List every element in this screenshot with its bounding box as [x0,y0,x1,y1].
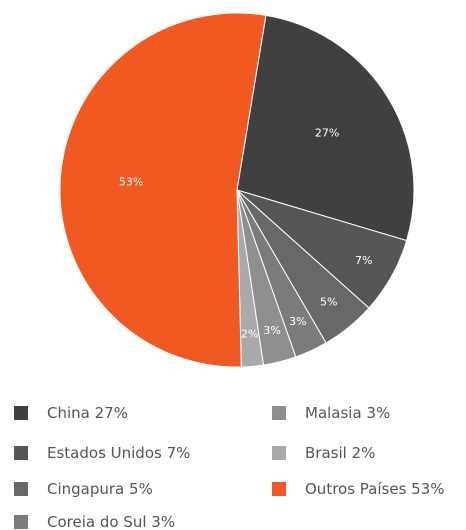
legend-swatch [14,406,28,420]
legend-swatch [14,446,28,460]
legend-value: 3% [151,513,175,530]
legend-name: Cingapura [47,480,124,498]
legend-label: Estados Unidos 7% [47,444,190,462]
data-label: 3% [263,324,280,337]
legend-name: China [47,404,90,422]
legend-label: China 27% [47,404,128,422]
legend-label: Coreia do Sul 3% [47,513,175,530]
legend-name: Outros Países [305,480,407,498]
data-label: 3% [289,315,306,328]
legend-swatch [14,515,28,529]
legend-label: Cingapura 5% [47,480,153,498]
legend-name: Brasil [305,444,347,462]
legend-swatch [272,406,286,420]
legend-label: Outros Países 53% [305,480,445,498]
legend-swatch [14,482,28,496]
legend-label: Malasia 3% [305,404,390,422]
legend-value: 2% [352,444,376,462]
legend-value: 3% [366,404,390,422]
data-label: 2% [241,328,258,341]
legend-label: Brasil 2% [305,444,375,462]
data-label: 27% [315,127,339,140]
legend-name: Coreia do Sul [47,513,147,530]
legend-name: Malasia [305,404,362,422]
legend-name: Estados Unidos [47,444,162,462]
pie-slice [59,12,267,368]
data-label: 7% [355,254,372,267]
pie-slice [236,14,415,242]
legend-value: 5% [129,480,153,498]
legend-value: 53% [411,480,444,498]
legend-swatch [272,482,286,496]
data-label: 53% [119,176,143,189]
legend-value: 7% [167,444,191,462]
legend-swatch [272,446,286,460]
legend-value: 27% [95,404,128,422]
data-label: 5% [320,295,337,308]
